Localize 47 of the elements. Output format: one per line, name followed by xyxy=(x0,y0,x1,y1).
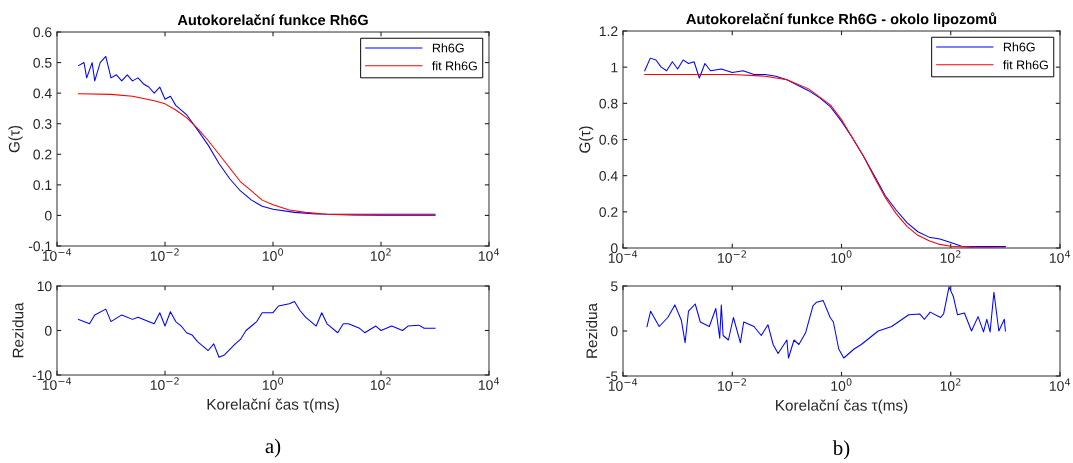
x-tick-label: 10$^{2}$ xyxy=(370,248,391,261)
x-tick-label: 10$^{−2}$ xyxy=(718,378,746,391)
x-tick-label: 10$^{4}$ xyxy=(1049,378,1071,391)
y-tick-label: 0.4 xyxy=(599,171,618,181)
x-tick-label: 10$^{−2}$ xyxy=(150,248,179,261)
chart-title: Autokorelační funkce Rh6G - okolo lipozomů xyxy=(686,12,997,28)
y-tick-label: 0.2 xyxy=(33,149,52,160)
x-tick-label: 10$^{0}$ xyxy=(262,248,284,261)
x-tick-label: 10$^{4}$ xyxy=(1049,250,1071,263)
x-tick-label: 10$^{2}$ xyxy=(370,377,391,390)
y-tick-label: 0.6 xyxy=(33,27,52,38)
y-tick-label: 0 xyxy=(610,326,618,337)
x-tick-label: 10$^{0}$ xyxy=(831,250,852,263)
y-tick-label: 0 xyxy=(44,325,52,336)
y-axis-title: Rezidua xyxy=(585,302,598,358)
y-tick-label: 0 xyxy=(44,210,52,221)
x-tick-label: 10$^{−2}$ xyxy=(150,377,179,390)
legend-label: Rh6G xyxy=(1003,42,1035,52)
x-tick-label: 10$^{2}$ xyxy=(940,250,961,263)
y-tick-label: 5 xyxy=(610,281,618,292)
y-axis-title: Rezidua xyxy=(12,302,24,358)
legend-label: Rh6G xyxy=(432,43,464,53)
x-axis-title: Korelační čas τ(ms) xyxy=(776,399,908,414)
y-tick-label: 0.6 xyxy=(599,134,618,145)
y-axis-title: G(τ) xyxy=(8,125,23,153)
text: a) xyxy=(265,438,281,458)
chart-title: Autokorelační funkce Rh6G xyxy=(177,14,368,26)
legend-label: fit Rh6G xyxy=(432,61,477,71)
y-axis-title: G(τ) xyxy=(579,126,594,153)
y-tick-label: 10 xyxy=(37,281,52,292)
x-tick-label: 10$^{0}$ xyxy=(262,377,284,390)
x-axis-title: Korelační čas τ(ms) xyxy=(207,398,339,413)
x-tick-label: 10$^{4}$ xyxy=(478,248,500,261)
y-tick-label: 0.8 xyxy=(599,98,618,109)
x-tick-label: 10$^{0}$ xyxy=(831,378,852,391)
x-tick-label: 10$^{2}$ xyxy=(940,378,961,391)
y-tick-label: 0.1 xyxy=(33,180,52,191)
y-tick-label: 0.3 xyxy=(33,119,52,129)
y-tick-label: 1 xyxy=(611,62,618,73)
y-tick-label: 0.2 xyxy=(599,207,618,217)
y-tick-label: 0.4 xyxy=(33,88,52,99)
y-tick-label: 0.5 xyxy=(33,57,52,68)
text: b) xyxy=(832,440,850,460)
x-tick-label: 10$^{−2}$ xyxy=(718,250,746,263)
legend-label: fit Rh6G xyxy=(1003,60,1048,70)
y-tick-label: 1.2 xyxy=(599,26,618,37)
x-tick-label: 10$^{4}$ xyxy=(478,377,500,390)
